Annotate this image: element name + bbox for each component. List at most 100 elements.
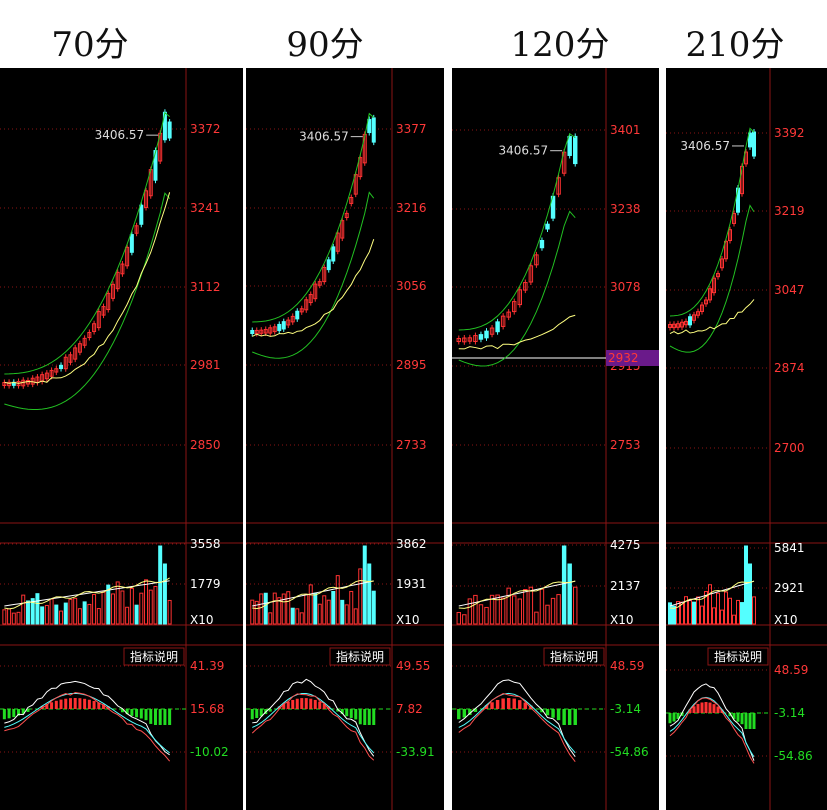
chart-svg-0: 3372 3241 3112 2981 2850 3406.57 3558 1779 X10 指标… (0, 68, 243, 810)
macd-bar (102, 704, 106, 709)
candle-body (676, 323, 680, 328)
volume-tick-label: 2921 (774, 581, 805, 595)
candle-body (129, 234, 134, 253)
candle-body (367, 118, 372, 134)
band-lower (458, 210, 576, 367)
volume-bar (473, 594, 478, 625)
macd-bar (567, 709, 572, 725)
indicator-tick-label: 48.59 (774, 663, 808, 677)
volume-bar (153, 585, 158, 625)
volume-bar (2, 609, 7, 625)
volume-bar (462, 614, 467, 625)
band-lower (669, 204, 755, 353)
macd-bar (268, 709, 272, 712)
volume-bar (752, 596, 756, 625)
indicator-tick-label: 41.39 (190, 659, 224, 673)
volume-bar (335, 575, 340, 625)
volume-bar (500, 597, 506, 625)
candle-body (49, 369, 54, 377)
macd-bar (457, 709, 461, 720)
candle-body (272, 326, 277, 333)
candle-body (322, 266, 327, 283)
candle-body (712, 277, 716, 294)
candle-body (167, 121, 172, 139)
candle-body (259, 329, 264, 334)
volume-bar (317, 603, 322, 625)
volume-bar (167, 599, 172, 625)
volume-ma-line (669, 580, 755, 607)
volume-bar (672, 605, 676, 625)
candle-body (144, 190, 149, 208)
macd-bar (744, 713, 748, 729)
price-marker-label: 2932 (608, 351, 639, 365)
indicator-tick-label: -54.86 (774, 749, 813, 763)
indicator-tick-label: -3.14 (610, 702, 641, 716)
band-upper (458, 132, 576, 331)
volume-bar (250, 599, 255, 625)
indicator-line-white (252, 678, 375, 757)
volume-ma-line-2 (4, 577, 170, 610)
macd-bar (740, 713, 744, 725)
volume-bar (467, 598, 473, 625)
volume-bar (456, 612, 461, 625)
price-tick-label: 2981 (190, 358, 221, 372)
chart-title-90: 90分 (286, 25, 364, 65)
candle-body (696, 311, 700, 316)
candle-body (349, 197, 354, 204)
price-tick-label: 3216 (396, 201, 427, 215)
macd-bar (545, 709, 550, 716)
macd-bar (92, 701, 96, 709)
candle-body (495, 321, 500, 333)
volume-bar (556, 594, 561, 625)
macd-bar (309, 698, 313, 709)
peak-value-label: 3406.57 (299, 130, 349, 144)
macd-bar (354, 709, 358, 720)
candle-body (286, 319, 291, 326)
macd-bar (556, 709, 561, 721)
volume-bar (299, 612, 304, 625)
volume-bar (371, 590, 376, 625)
candle-body (304, 299, 309, 311)
volume-bar (367, 563, 372, 625)
macd-bar (73, 698, 77, 709)
volume-bar (134, 604, 139, 625)
candle-body (744, 151, 748, 165)
volume-bar (326, 599, 331, 625)
macd-bar (704, 702, 708, 713)
indicator-tick-label: -33.91 (396, 745, 435, 759)
macd-bar (540, 709, 544, 713)
indicator-explain-label: 指标说明 (336, 649, 384, 664)
candle-body (752, 131, 756, 157)
volume-bar (125, 606, 130, 625)
macd-bar (168, 709, 172, 725)
indicator-line-cyan (252, 693, 375, 754)
indicator-explain-button (329, 647, 391, 666)
chart-panel-70: 3372 3241 3112 2981 2850 3406.57 3558 1779 X10 指标… (0, 68, 243, 810)
peak-value-label: 3406.57 (499, 144, 549, 158)
volume-tick-label: 3862 (396, 537, 427, 551)
price-tick-label: 3056 (396, 279, 427, 293)
candle-body (134, 225, 139, 234)
volume-bar (716, 592, 720, 625)
candle-body (268, 327, 273, 334)
candle-body (684, 320, 688, 326)
volume-bar (720, 609, 724, 625)
volume-bar (362, 545, 367, 625)
candle-body (512, 301, 517, 313)
moving-average-line (669, 299, 755, 335)
candle-body (534, 254, 539, 266)
candle-body (7, 381, 12, 387)
macd-bar (367, 709, 371, 725)
indicator-line-red (458, 692, 576, 763)
candle-body (556, 177, 561, 195)
volume-tick-label: 3558 (190, 537, 221, 551)
macd-bar (712, 704, 716, 713)
indicator-tick-label: -3.14 (774, 706, 805, 720)
volume-bar (16, 611, 21, 625)
chart-panel-90: 3377 3216 3056 2895 2733 3406.57 3862 1931 X10 指标… (246, 68, 444, 810)
macd-bar (748, 713, 752, 729)
chart-svg-2: 3401323830782915275329323406.5742752137X… (452, 68, 659, 810)
macd-bar (250, 709, 254, 720)
volume-bar (358, 568, 363, 625)
price-tick-label: 2753 (610, 438, 641, 452)
